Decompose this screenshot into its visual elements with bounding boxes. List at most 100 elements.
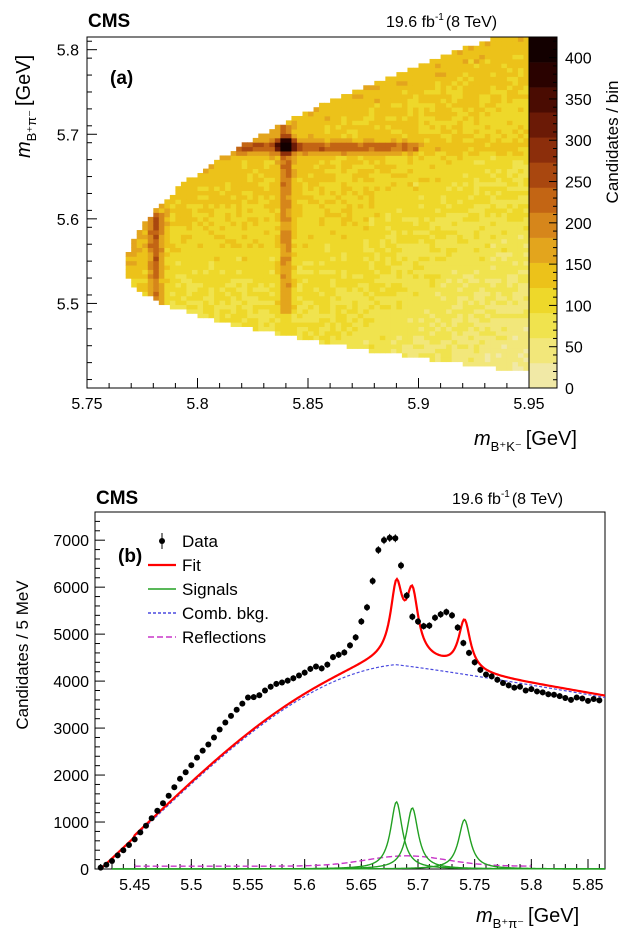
heatmap-cell [203,181,209,187]
heatmap-cell [401,295,408,301]
heatmap-cell [363,85,370,91]
heatmap-cell [241,287,248,292]
heatmap-cell [501,273,508,279]
heatmap-cell [136,234,143,240]
heatmap-cell [368,269,375,275]
heatmap-cell [429,67,436,73]
heatmap-cell [440,186,447,191]
heatmap-cell [357,234,364,240]
heatmap-cell [385,260,392,266]
heatmap-cell [479,111,486,117]
fit-panel: CMS 19.6 fb-1 (8 TeV) 5.45 5.5 5.55 5.6 5.65 5… [13,488,606,931]
heatmap-x-label-sub: B⁺K⁻ [491,439,522,454]
heatmap-cell [435,186,441,191]
heatmap-cell [308,120,314,126]
heatmap-cell [313,190,320,196]
heatmap-cell [374,159,381,165]
heatmap-cell [352,146,359,152]
heatmap-cell [512,203,519,209]
heatmap-cell [357,265,364,270]
heatmap-cell [490,37,497,42]
heatmap-cell [479,115,486,121]
heatmap-cell [495,115,502,121]
heatmap-cell [274,309,281,314]
heatmap-cell [446,159,453,165]
heatmap-cell [175,194,182,200]
fit-y-tick-label: 4000 [53,674,89,691]
heatmap-cell [191,212,198,218]
heatmap-cell [368,137,375,143]
heatmap-cell [462,361,469,367]
heatmap-cell [435,216,441,222]
heatmap-cell [214,278,221,284]
heatmap-cell [357,124,364,130]
heatmap-cell [457,94,464,99]
heatmap-cell [385,124,392,130]
heatmap-cell [385,317,392,323]
heatmap-cell [363,89,370,95]
heatmap-cell [424,348,430,354]
heatmap-cell [462,230,469,235]
fit-x-tick-label: 5.6 [294,877,316,894]
heatmap-cell [296,137,303,143]
heatmap-cell [357,344,364,349]
data-point [137,829,144,836]
heatmap-cell [501,208,508,213]
heatmap-cell [440,124,447,130]
heatmap-cell [147,256,154,262]
heatmap-cell [330,155,337,161]
heatmap-cell [512,278,519,284]
heatmap-cell [335,230,342,235]
heatmap-cell [429,208,436,213]
heatmap-cell [186,208,193,213]
heatmap-cell [468,72,475,77]
heatmap-cell [252,151,259,156]
heatmap-cell [484,230,491,235]
heatmap-cell [357,273,364,279]
heatmap-cell [363,181,370,187]
heatmap-cell [495,265,502,270]
heatmap-cell [484,278,491,284]
heatmap-cell [517,72,524,77]
heatmap-cell [291,309,298,314]
heatmap-cell [457,98,464,104]
heatmap-cell [219,216,226,222]
heatmap-cell [473,129,480,134]
heatmap-cell [274,287,281,292]
heatmap-cell [142,269,149,275]
heatmap-cell [175,269,182,275]
heatmap-cell [219,173,226,178]
heatmap-cell [523,203,530,209]
heatmap-cell [164,300,171,306]
heatmap-cell [285,164,292,170]
heatmap-cell [324,295,331,301]
heatmap-cell [495,339,502,345]
heatmap-cell [313,330,320,336]
heatmap-cell [506,352,513,358]
heatmap-cell [446,115,453,121]
heatmap-cell [302,322,309,327]
heatmap-cell [495,326,502,332]
heatmap-cell [363,208,370,213]
heatmap-cell [313,216,320,222]
heatmap-cell [385,111,392,117]
heatmap-cell [523,98,530,104]
heatmap-cell [479,67,486,73]
heatmap-cell [407,348,414,354]
heatmap-cell [335,317,342,323]
heatmap-cell [357,221,364,227]
heatmap-cell [330,278,337,284]
heatmap-cell [214,304,221,310]
heatmap-cell [379,212,386,218]
heatmap-cell [335,295,342,301]
heatmap-cell [429,295,436,301]
heatmap-cell [390,243,397,248]
data-point [562,695,569,702]
heatmap-cell [429,173,436,178]
heatmap-cell [396,243,403,248]
heatmap-cell [230,278,237,284]
heatmap-cell [506,247,513,253]
heatmap-cell [506,67,513,73]
heatmap-cell [319,173,325,178]
heatmap-cell [412,76,419,82]
